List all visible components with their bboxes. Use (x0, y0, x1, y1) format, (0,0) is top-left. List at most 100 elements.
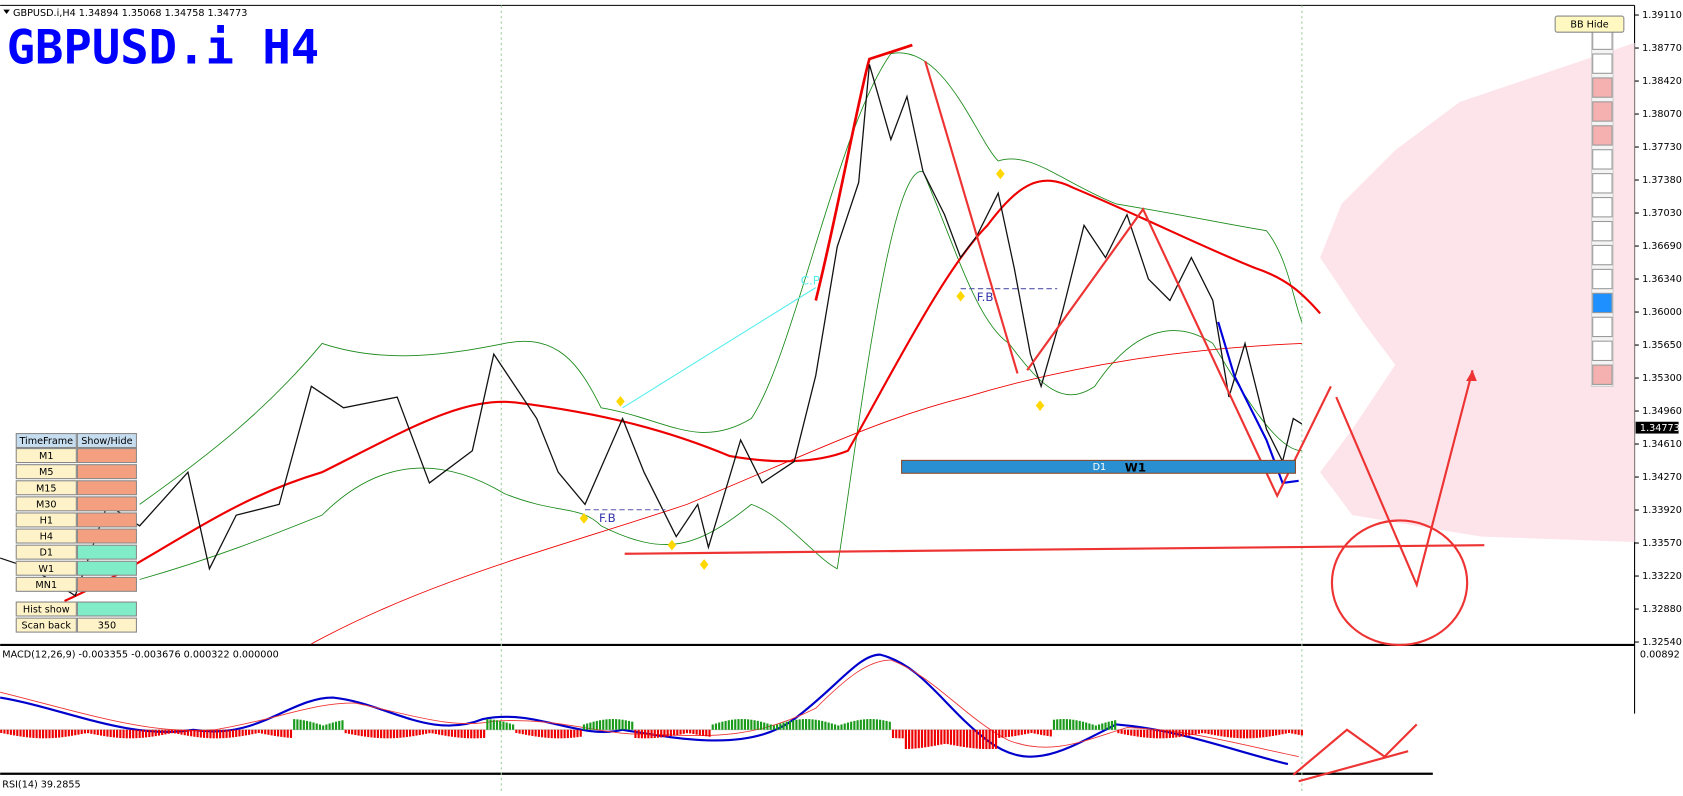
bb-button[interactable]: BB Hide (1554, 15, 1625, 33)
panel-cell[interactable] (15, 544, 77, 560)
tool-button[interactable] (1592, 364, 1613, 385)
histogram-bar (953, 729, 956, 746)
histogram-bar (67, 729, 70, 737)
panel-cell[interactable] (15, 512, 77, 528)
histogram-bar (254, 729, 257, 734)
panel-cell[interactable] (15, 528, 77, 544)
histogram-bar (576, 729, 579, 738)
histogram-bar (1007, 729, 1010, 737)
panel-cell[interactable] (76, 576, 137, 592)
panel-text[interactable]: H1 (40, 515, 53, 526)
tool-button[interactable] (1592, 244, 1613, 266)
tool-button[interactable] (1592, 220, 1613, 242)
histogram-bar (1023, 729, 1027, 735)
panel-cell[interactable] (15, 464, 77, 480)
histogram-bar (676, 729, 679, 736)
menu-arrow[interactable] (3, 9, 10, 14)
tool-button[interactable] (1592, 268, 1613, 290)
histogram-bar (299, 719, 302, 730)
panel-cell[interactable] (76, 480, 137, 496)
histogram-bar (225, 729, 228, 738)
panel-cell[interactable] (76, 448, 137, 464)
panel-text[interactable]: M1 (39, 451, 53, 462)
tool-button[interactable] (1592, 101, 1613, 122)
histogram-bar (1275, 729, 1278, 736)
histogram-bar (1262, 729, 1265, 738)
panel-text[interactable]: Hist show (23, 605, 70, 616)
histogram-bar (1268, 729, 1271, 737)
panel-text[interactable]: M15 (36, 483, 57, 494)
panel-cell[interactable] (76, 464, 137, 480)
histogram-bar (888, 721, 891, 730)
tool-button[interactable] (1592, 149, 1613, 170)
histogram-bar (843, 723, 846, 730)
histogram-bar (673, 729, 676, 736)
histogram-bar (450, 729, 454, 737)
histogram-bar (1146, 729, 1149, 738)
histogram-bar (563, 729, 566, 739)
panel-cell[interactable] (76, 617, 137, 633)
panel-text[interactable]: H4 (40, 532, 53, 543)
panel-cell[interactable] (76, 512, 137, 528)
histogram-bar (389, 729, 392, 739)
tool-button[interactable] (1592, 292, 1613, 314)
histogram-bar (1194, 729, 1197, 735)
histogram-bar (637, 729, 640, 739)
histogram-bar (695, 729, 698, 735)
tool-button[interactable] (1592, 340, 1613, 362)
tool-button[interactable] (1592, 173, 1613, 194)
panel-text[interactable]: M30 (36, 499, 57, 510)
tool-button[interactable] (1592, 53, 1613, 74)
panel-cell[interactable] (76, 601, 137, 617)
zone-box (901, 459, 1296, 474)
histogram-bar (798, 719, 801, 730)
panel-text[interactable]: 350 (98, 621, 116, 632)
panel-text[interactable]: D1 (39, 548, 53, 559)
drawings (624, 60, 1485, 783)
histogram-bar (805, 719, 808, 730)
histogram-bar (460, 729, 463, 738)
panel-cell[interactable] (15, 601, 77, 617)
histogram-bar (937, 729, 940, 746)
button-label[interactable]: BB Hide (1570, 20, 1608, 31)
panel-cell[interactable] (15, 448, 77, 464)
panel-cell[interactable] (15, 576, 77, 592)
panel-cell[interactable] (15, 496, 77, 512)
panel-cell[interactable] (15, 560, 77, 576)
histogram-bar (173, 729, 177, 734)
tool-button[interactable] (1592, 316, 1613, 338)
panel-text[interactable]: M5 (39, 467, 53, 478)
histogram-bar (1242, 729, 1246, 739)
tool-button[interactable] (1592, 197, 1613, 218)
axis-label: 1.37380 (1642, 175, 1682, 186)
histogram-bar (833, 724, 837, 730)
histogram-bar (289, 729, 293, 738)
drawn-line (1298, 750, 1409, 783)
histogram-bar (776, 724, 779, 730)
histogram-bar (763, 722, 766, 730)
panel-cell[interactable] (76, 544, 137, 560)
histogram-bar (87, 729, 90, 734)
histogram-bar (231, 729, 235, 738)
histogram-bar (885, 720, 888, 730)
histogram-bar (1027, 729, 1030, 734)
histogram-bar (277, 729, 280, 737)
histogram-bar (965, 729, 969, 748)
panel-text[interactable]: W1 (38, 564, 54, 575)
panel-cell[interactable] (76, 560, 137, 576)
histogram-bar (1172, 729, 1175, 738)
tool-button[interactable] (1592, 125, 1613, 146)
symbol-info: GBPUSD.i,H4 1.34894 1.35068 1.34758 1.34… (13, 8, 247, 19)
panel-cell[interactable] (76, 496, 137, 512)
histogram-bar (933, 729, 936, 746)
panel-cell[interactable] (76, 528, 137, 544)
histogram-bar (270, 729, 273, 736)
tool-button[interactable] (1592, 77, 1613, 98)
tool-button[interactable] (1592, 29, 1613, 50)
histogram-bar (463, 729, 466, 739)
panel-text[interactable]: MN1 (35, 580, 57, 591)
button-bg[interactable] (1554, 15, 1625, 33)
panel-cell[interactable] (15, 480, 77, 496)
histogram-bar (341, 720, 344, 730)
histogram-bar (663, 729, 666, 738)
